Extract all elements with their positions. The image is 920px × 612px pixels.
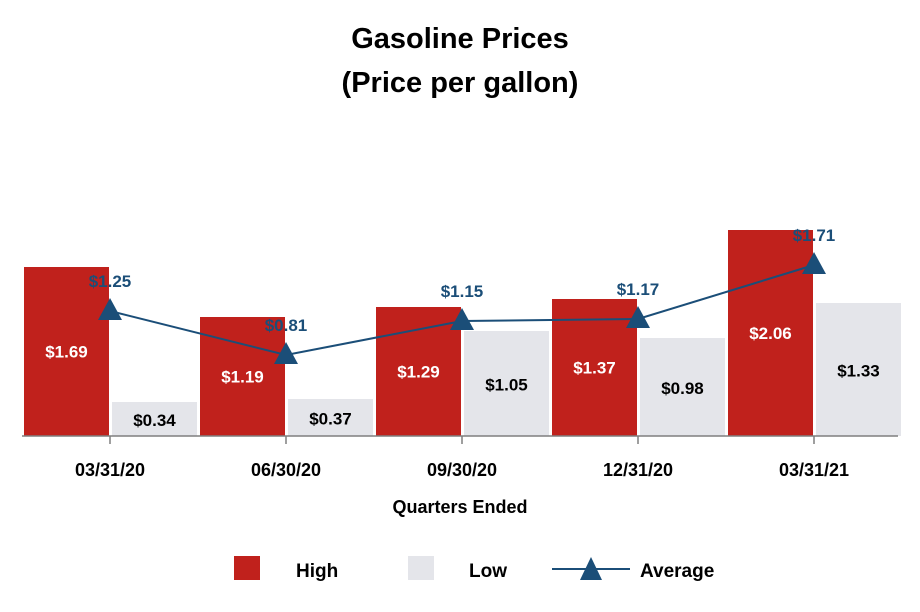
chart-title-line-1: Gasoline Prices (351, 23, 569, 55)
chart-title-line-2: (Price per gallon) (342, 67, 579, 99)
bar-low-3 (464, 331, 549, 436)
x-tick-label-4: 12/31/20 (603, 460, 673, 480)
data-label-average-2: $0.81 (265, 316, 308, 335)
data-label-low-2: $0.37 (309, 410, 352, 429)
data-label-high-5: $2.06 (749, 324, 792, 343)
data-label-high-2: $1.19 (221, 368, 264, 387)
bar-low-4 (640, 338, 725, 436)
bar-high-4 (552, 299, 637, 436)
average-marker-1 (98, 298, 122, 320)
bar-high-5 (728, 230, 813, 436)
legend-average-marker (580, 557, 602, 580)
x-tick-label-3: 09/30/20 (427, 460, 497, 480)
data-label-low-3: $1.05 (485, 376, 528, 395)
bar-high-1 (24, 267, 109, 436)
average-marker-2 (274, 342, 298, 364)
data-label-high-1: $1.69 (45, 343, 88, 362)
data-label-high-3: $1.29 (397, 363, 440, 382)
legend-low-swatch (408, 556, 434, 580)
average-line-layer (98, 252, 826, 364)
data-label-low-1: $0.34 (133, 411, 176, 430)
data-label-average-1: $1.25 (89, 272, 132, 291)
x-axis-label: Quarters Ended (392, 497, 527, 517)
x-tick-label-1: 03/31/20 (75, 460, 145, 480)
bar-low-2 (288, 399, 373, 436)
data-labels-layer: $1.69 $0.34 $1.19 $0.37 $1.29 $1.05 $1.37 $0.98… (45, 226, 880, 430)
bar-low-1 (112, 402, 197, 436)
x-tick-label-2: 06/30/20 (251, 460, 321, 480)
legend: High Low Average (234, 556, 714, 582)
data-label-low-4: $0.98 (661, 379, 704, 398)
x-tick-label-5: 03/31/21 (779, 460, 849, 480)
data-label-low-5: $1.33 (837, 362, 880, 381)
data-label-average-4: $1.17 (617, 280, 660, 299)
x-ticks-layer: 03/31/20 06/30/20 09/30/20 12/31/20 03/31/21 (75, 436, 849, 480)
data-label-high-4: $1.37 (573, 359, 616, 378)
legend-low-label: Low (469, 561, 507, 582)
average-marker-3 (450, 308, 474, 330)
data-label-average-3: $1.15 (441, 282, 484, 301)
legend-average-label: Average (640, 561, 714, 582)
bar-low-5 (816, 303, 901, 436)
average-marker-5 (802, 252, 826, 274)
legend-high-label: High (296, 561, 338, 582)
legend-high-swatch (234, 556, 260, 580)
bars-layer (24, 230, 901, 436)
average-marker-4 (626, 306, 650, 328)
data-label-average-5: $1.71 (793, 226, 836, 245)
